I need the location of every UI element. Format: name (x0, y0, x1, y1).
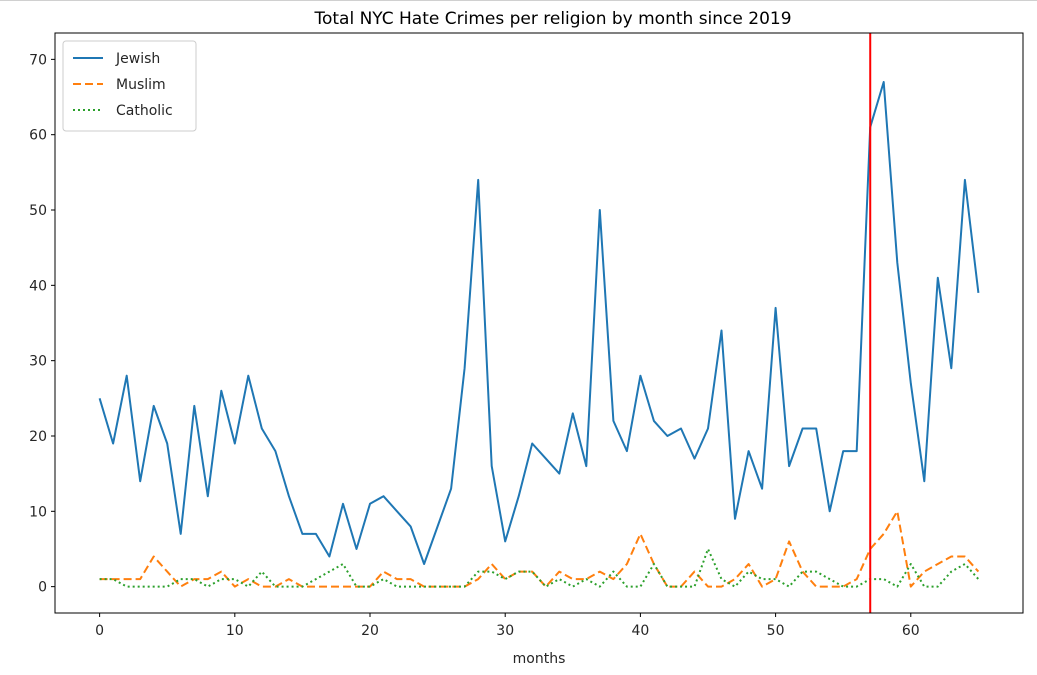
plot-frame (54, 32, 1024, 614)
y-tick-label: 10 (29, 504, 47, 520)
y-tick-label: 60 (29, 128, 47, 144)
series-line-catholic (99, 548, 980, 588)
y-tick-label: 0 (38, 580, 47, 596)
legend-box (62, 40, 197, 132)
x-tick-label: 50 (767, 623, 785, 639)
window-top-border (0, 0, 1037, 1)
x-axis-ticks: 0 10 20 30 40 50 60 (95, 613, 920, 639)
x-tick-label: 40 (631, 623, 649, 639)
y-tick-label: 50 (29, 203, 47, 219)
plot-lines (98, 33, 980, 613)
y-tick-label: 70 (29, 52, 47, 68)
x-tick-label: 30 (496, 623, 514, 639)
y-tick-label: 20 (29, 429, 47, 445)
x-tick-label: 10 (226, 623, 244, 639)
legend-label-catholic: Catholic (116, 103, 173, 119)
y-axis-ticks: 0 10 20 30 40 50 60 70 (29, 52, 55, 596)
x-axis-label: months (513, 651, 566, 667)
y-tick-label: 40 (29, 278, 47, 294)
series-line-jewish (98, 81, 980, 565)
legend-label-jewish: Jewish (115, 51, 160, 67)
legend-label-muslim: Muslim (116, 77, 166, 93)
y-tick-label: 30 (29, 354, 47, 370)
series-line-muslim (99, 510, 980, 588)
x-tick-label: 20 (361, 623, 379, 639)
chart-title: Total NYC Hate Crimes per religion by mo… (313, 9, 791, 29)
legend: Jewish Muslim Catholic (62, 40, 197, 132)
x-tick-label: 0 (95, 623, 104, 639)
x-tick-label: 60 (902, 623, 920, 639)
